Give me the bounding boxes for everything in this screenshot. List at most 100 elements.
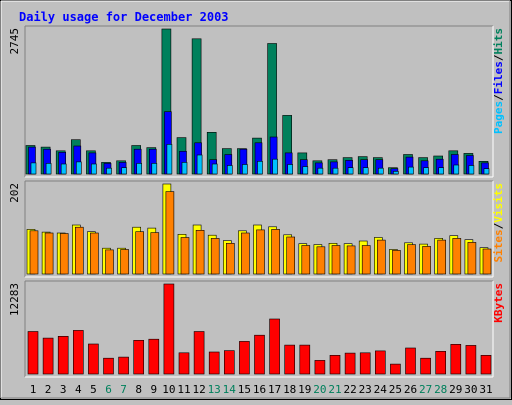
bar-pages-day-17 — [272, 158, 278, 175]
bar-kbytes-day-12 — [193, 331, 205, 375]
bar-sites-day-14 — [226, 243, 235, 275]
bar-pages-day-29 — [453, 164, 460, 175]
bar-kbytes-day-13 — [208, 351, 220, 375]
panel-kbytes: 12283 KBytes — [8, 280, 505, 378]
bar-kbytes-day-7 — [118, 356, 129, 375]
y-max-label-kbytes: 12283 — [8, 283, 21, 316]
bar-sites-day-8 — [135, 231, 144, 275]
bar-pages-day-21 — [332, 167, 339, 175]
bar-sites-day-5 — [90, 232, 99, 275]
bar-sites-day-30 — [467, 242, 477, 275]
bar-pages-day-6 — [106, 167, 112, 175]
bar-pages-day-22 — [347, 167, 354, 175]
x-tick-label-day-8: 8 — [135, 383, 142, 396]
bar-kbytes-day-23 — [359, 352, 371, 375]
bar-sites-day-28 — [437, 239, 447, 275]
bar-sites-day-18 — [286, 236, 296, 275]
x-tick-label-day-18: 18 — [283, 383, 296, 396]
bar-kbytes-day-30 — [465, 345, 477, 375]
x-tick-label-day-3: 3 — [60, 383, 67, 396]
legend-item: / — [492, 222, 505, 229]
x-tick-label-day-9: 9 — [150, 383, 157, 396]
x-tick-label-day-13: 13 — [208, 383, 221, 396]
x-tick-label-day-28: 28 — [434, 383, 447, 396]
panel-visits-sites: 202 Sites/Visits — [8, 180, 505, 278]
bar-kbytes-day-22 — [344, 352, 356, 375]
bar-sites-day-11 — [180, 237, 190, 275]
x-tick-label-day-24: 24 — [374, 383, 388, 396]
bar-sites-day-19 — [301, 245, 311, 275]
legend-item: Sites — [492, 229, 505, 262]
x-tick-label-day-16: 16 — [253, 383, 266, 396]
bar-kbytes-day-19 — [299, 344, 311, 375]
bar-kbytes-day-10 — [163, 283, 175, 375]
bar-sites-day-2 — [44, 232, 54, 275]
bar-pages-day-5 — [91, 163, 97, 175]
x-tick-label-day-19: 19 — [298, 383, 311, 396]
bar-sites-day-1 — [29, 230, 39, 275]
chart-title: Daily usage for December 2003 — [19, 10, 229, 24]
bar-kbytes-day-26 — [405, 347, 416, 375]
bar-sites-day-27 — [422, 246, 431, 275]
x-tick-label-day-17: 17 — [268, 383, 281, 396]
bar-pages-day-3 — [60, 163, 67, 175]
x-tick-label-day-20: 20 — [313, 383, 326, 396]
bar-sites-day-9 — [150, 232, 160, 275]
bar-sites-day-17 — [271, 229, 280, 275]
chart-panels: 2745Pages/Files/Hits202Sites/Visits12283… — [8, 25, 505, 378]
legend-item: Files — [492, 61, 505, 94]
bar-kbytes-day-28 — [435, 350, 447, 375]
bar-pages-day-14 — [227, 165, 233, 175]
bar-kbytes-day-5 — [88, 343, 99, 375]
x-tick-label-day-30: 30 — [464, 383, 477, 396]
bar-pages-day-1 — [30, 162, 37, 175]
bar-sites-day-24 — [376, 239, 386, 275]
bar-pages-day-31 — [483, 168, 490, 175]
x-tick-label-day-31: 31 — [479, 383, 492, 396]
x-tick-label-day-11: 11 — [177, 383, 190, 396]
x-tick-label-day-27: 27 — [419, 383, 432, 396]
bar-sites-day-21 — [331, 245, 341, 275]
legend-item: Visits — [492, 183, 505, 223]
legend-item: / — [492, 94, 505, 101]
x-tick-label-day-15: 15 — [238, 383, 251, 396]
bar-pages-day-24 — [377, 167, 384, 175]
x-tick-label-day-7: 7 — [120, 383, 127, 396]
x-tick-label-day-26: 26 — [404, 383, 417, 396]
bar-sites-day-22 — [346, 245, 356, 275]
bar-kbytes-day-2 — [42, 337, 54, 375]
bar-sites-day-29 — [452, 238, 462, 275]
bar-kbytes-day-21 — [329, 354, 341, 375]
x-tick-label-day-4: 4 — [75, 383, 82, 396]
bar-pages-day-13 — [211, 163, 218, 175]
legend-item: Hits — [492, 28, 505, 55]
x-tick-label-day-5: 5 — [90, 383, 97, 396]
y-max-label-visits-sites: 202 — [8, 183, 21, 203]
bar-pages-day-30 — [468, 165, 475, 175]
bar-pages-day-10 — [166, 144, 173, 175]
legend-kbytes: KBytes — [492, 283, 505, 323]
legend-item: Pages — [492, 101, 505, 134]
bar-kbytes-day-14 — [224, 350, 235, 375]
bar-kbytes-day-18 — [284, 344, 296, 375]
bar-pages-day-15 — [242, 164, 248, 175]
bar-kbytes-day-6 — [103, 357, 114, 375]
bar-sites-day-13 — [210, 238, 220, 275]
bar-pages-day-16 — [257, 161, 263, 175]
bar-pages-day-9 — [151, 163, 158, 175]
legend-item: KBytes — [492, 283, 505, 323]
bar-pages-day-27 — [423, 167, 429, 175]
bar-kbytes-day-20 — [314, 360, 326, 375]
x-tick-label-day-23: 23 — [359, 383, 372, 396]
bar-sites-day-26 — [407, 244, 416, 275]
bar-kbytes-day-11 — [178, 352, 190, 375]
x-tick-label-day-29: 29 — [449, 383, 462, 396]
bar-kbytes-day-17 — [269, 318, 280, 375]
bar-kbytes-day-4 — [73, 330, 84, 375]
bar-kbytes-day-27 — [420, 357, 431, 375]
x-tick-label-day-1: 1 — [30, 383, 37, 396]
bar-pages-day-2 — [45, 163, 52, 175]
bar-sites-day-31 — [482, 248, 492, 275]
